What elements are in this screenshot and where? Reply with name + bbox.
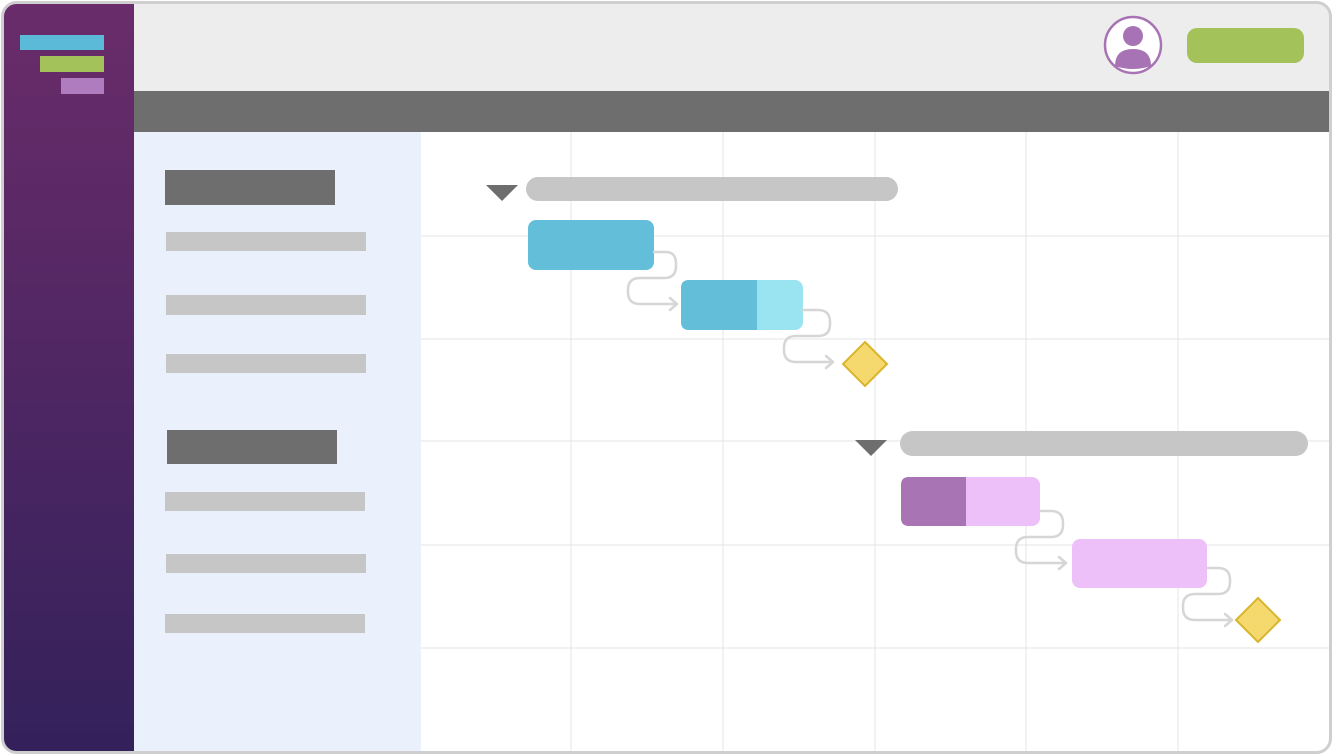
task-bar[interactable]	[901, 477, 1040, 526]
avatar-body[interactable]	[1115, 49, 1151, 69]
logo-bar	[40, 56, 104, 72]
summary-bar	[900, 431, 1308, 456]
task-row-placeholder	[165, 492, 365, 511]
task-row-placeholder	[166, 554, 366, 573]
dependency-arrow	[626, 250, 679, 312]
toolbar	[134, 91, 1330, 132]
task-progress	[681, 280, 757, 330]
logo-bar	[20, 35, 104, 50]
sidebar	[3, 3, 134, 752]
task-bar[interactable]	[1072, 539, 1207, 588]
logo-bar	[61, 78, 104, 94]
group-header-placeholder	[167, 430, 337, 464]
task-progress	[901, 477, 966, 526]
task-row-placeholder	[166, 232, 366, 251]
avatar-head[interactable]	[1123, 26, 1143, 46]
avatar[interactable]	[1103, 15, 1163, 75]
summary-bar	[526, 177, 898, 201]
group-header-placeholder	[165, 170, 335, 205]
task-bar[interactable]	[681, 280, 803, 330]
collapse-toggle[interactable]	[855, 440, 887, 456]
dependency-arrow	[1014, 509, 1068, 571]
task-bar[interactable]	[528, 220, 654, 270]
collapse-toggle[interactable]	[486, 185, 518, 201]
milestone[interactable]	[841, 340, 889, 388]
task-row-placeholder	[165, 614, 365, 633]
dependency-arrow	[1181, 566, 1234, 628]
task-row-placeholder	[166, 295, 366, 315]
action-button[interactable]	[1187, 28, 1304, 63]
milestone[interactable]	[1234, 596, 1282, 644]
task-row-placeholder	[166, 354, 366, 373]
dependency-arrow	[782, 308, 835, 370]
